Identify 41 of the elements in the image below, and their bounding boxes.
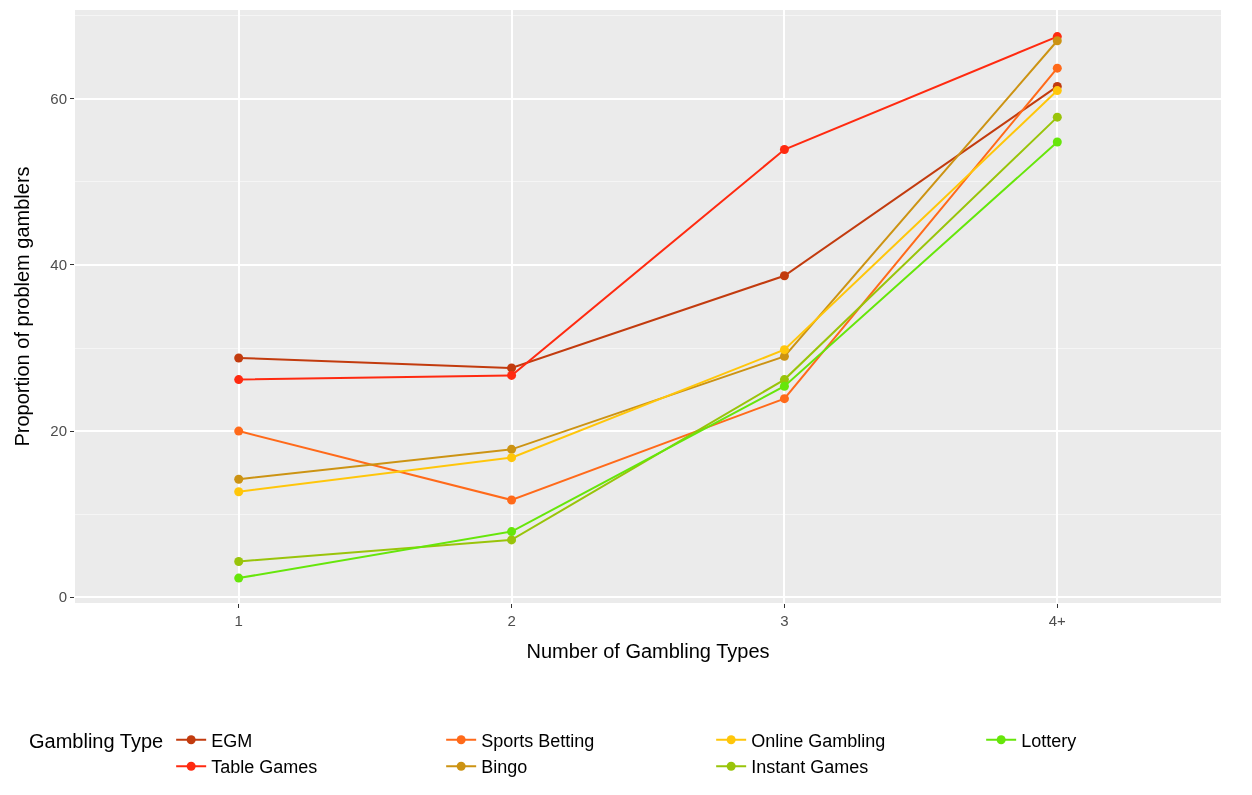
- point: [507, 444, 517, 454]
- x-tick-label: 3: [780, 612, 789, 629]
- legend-label: Online Gambling: [751, 730, 886, 751]
- point: [234, 474, 244, 484]
- point: [1052, 86, 1062, 96]
- x-tick-label: 2: [507, 612, 516, 629]
- y-tick-label: 0: [58, 588, 67, 606]
- legend-label: EGM: [211, 730, 253, 751]
- x-axis-title: Number of Gambling Types: [526, 639, 770, 662]
- point: [779, 394, 789, 404]
- y-axis-title: Proportion of problem gamblers: [10, 166, 33, 447]
- point: [779, 345, 789, 355]
- point: [507, 495, 517, 505]
- point: [507, 527, 517, 537]
- point: [507, 453, 517, 463]
- legend-title: Gambling Type: [29, 729, 164, 752]
- point: [1052, 137, 1062, 147]
- x-tick-label: 4+: [1048, 612, 1067, 629]
- legend-label: Sports Betting: [481, 730, 595, 751]
- point: [779, 145, 789, 155]
- point: [234, 353, 244, 363]
- point: [234, 426, 244, 436]
- legend-label: Lottery: [1021, 730, 1077, 751]
- point: [1052, 63, 1062, 73]
- point: [507, 370, 517, 380]
- point: [507, 535, 517, 545]
- x-tick-label: 1: [234, 612, 243, 629]
- point: [779, 381, 789, 391]
- y-tick-label: 60: [50, 90, 67, 108]
- point: [234, 487, 244, 497]
- point: [234, 556, 244, 566]
- point: [234, 375, 244, 385]
- point: [779, 271, 789, 281]
- point: [1052, 112, 1062, 122]
- y-tick-label: 40: [50, 256, 67, 274]
- legend-label: Instant Games: [751, 757, 869, 778]
- legend-label: Table Games: [211, 757, 318, 778]
- legend-label: Bingo: [481, 757, 528, 778]
- point: [234, 573, 244, 583]
- point: [1052, 36, 1062, 46]
- y-tick-label: 20: [50, 422, 67, 440]
